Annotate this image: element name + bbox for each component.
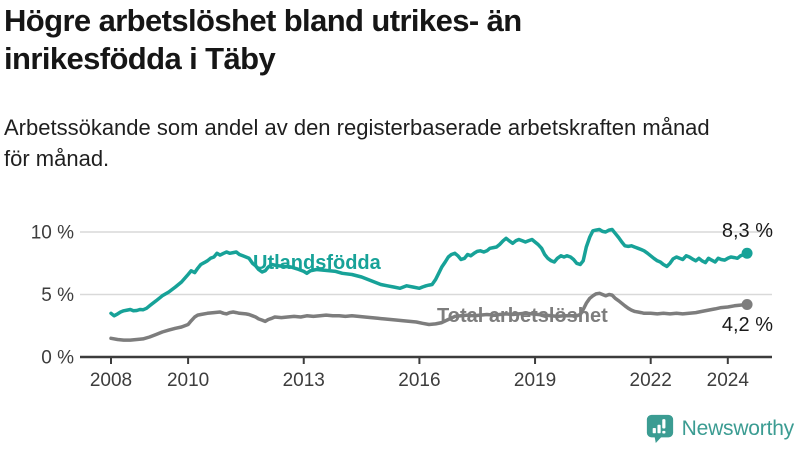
y-tick-label-5: 5 % — [41, 285, 74, 306]
x-tick-label-2016: 2016 — [398, 370, 440, 391]
series-end-dot-total-arbetsloshet — [741, 299, 753, 310]
x-tick-label-2013: 2013 — [283, 370, 325, 391]
bar-chart-speech-bubble-icon — [646, 414, 673, 444]
x-tick-label-2010: 2010 — [167, 370, 209, 391]
series-label-total-arbetsloshet: Total arbetslöshet — [437, 305, 608, 327]
series-label-utlandsfodda: Utlandsfödda — [253, 252, 382, 274]
x-tick-label-2019: 2019 — [514, 370, 556, 391]
y-tick-label-0: 0 % — [41, 348, 74, 369]
y-tick-label-10: 10 % — [31, 223, 74, 244]
series-value-label-utlandsfodda: 8,3 % — [722, 220, 773, 242]
chart-subtitle-line2: för månad. — [4, 146, 110, 171]
series-line-total-arbetsloshet — [109, 291, 749, 342]
series-line-utlandsfodda — [109, 227, 749, 318]
series-end-dot-utlandsfodda — [741, 247, 753, 259]
page-title: Högre arbetslöshet bland utrikes- än inr… — [4, 2, 522, 78]
chart-subtitle-line1: Arbetssökande som andel av den registerb… — [4, 115, 710, 140]
x-tick-label-2024: 2024 — [707, 370, 750, 391]
page-title-line2: inrikesfödda i Täby — [4, 41, 276, 76]
newsworthy-wordmark: Newsworthy — [681, 416, 795, 440]
series-value-label-total-arbetsloshet: 4,2 % — [722, 314, 773, 336]
page-title-line1: Högre arbetslöshet bland utrikes- än — [4, 3, 522, 38]
x-tick-label-2022: 2022 — [630, 370, 672, 391]
x-tick-label-2008: 2008 — [90, 370, 132, 391]
newsworthy-logo: Newsworthy — [645, 413, 794, 444]
chart-subtitle: Arbetssökande som andel av den registerb… — [4, 112, 710, 174]
